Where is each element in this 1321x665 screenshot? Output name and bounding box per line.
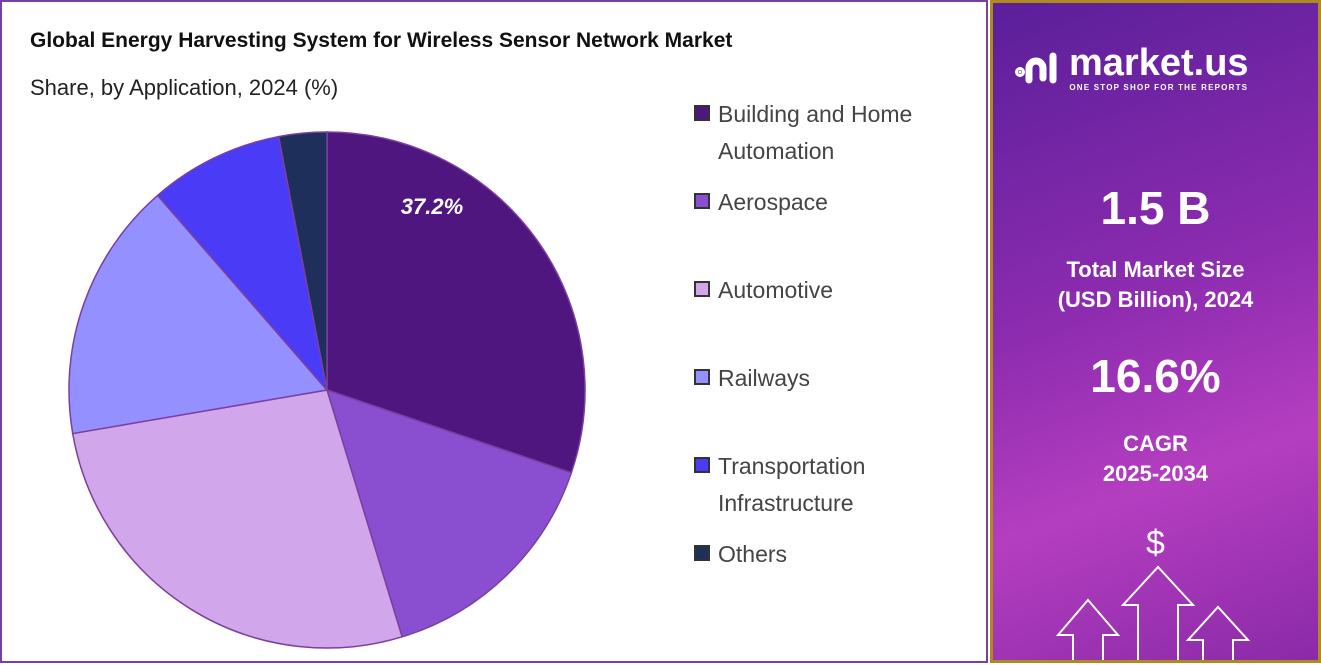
legend-label-line2: Automation	[718, 138, 835, 164]
growth-arrows-icon	[1055, 565, 1251, 660]
cagr-value: 16.6%	[1090, 350, 1221, 402]
legend-swatch	[694, 281, 710, 297]
legend-label: Automotive	[718, 272, 833, 309]
legend-item: Building and Home Automation	[694, 98, 984, 170]
legend-label: Railways	[718, 360, 810, 397]
market-size-value: 1.5 B	[1100, 182, 1211, 234]
market-us-logo: market.us ONE STOP SHOP FOR THE REPORTS	[1015, 43, 1249, 93]
legend-item: Automotive	[694, 274, 984, 309]
legend-label-line1: Building and Home	[718, 101, 913, 127]
summary-panel: market.us ONE STOP SHOP FOR THE REPORTS …	[990, 0, 1321, 663]
brand-tagline: ONE STOP SHOP FOR THE REPORTS	[1069, 83, 1249, 92]
legend-label: Building and Home Automation	[718, 96, 912, 170]
brand-name: market.us	[1069, 42, 1249, 84]
legend-swatch	[694, 369, 710, 385]
legend-item: Transportation Infrastructure	[694, 450, 984, 522]
legend-item: Aerospace	[694, 186, 984, 221]
legend-label: Others	[718, 536, 787, 573]
legend-swatch	[694, 105, 710, 121]
logo-icon	[1015, 52, 1057, 84]
legend-label: Transportation Infrastructure	[718, 448, 865, 522]
legend-label: Aerospace	[718, 184, 828, 221]
legend-label-line1: Railways	[718, 365, 811, 391]
data-label: 37.2%	[401, 194, 463, 219]
legend-label-line1: Others	[718, 541, 788, 567]
pie-chart: 37.2%	[68, 131, 586, 649]
chart-subtitle: Share, by Application, 2024 (%)	[30, 75, 339, 100]
pie-slice-5	[277, 131, 328, 391]
legend-swatch	[694, 457, 710, 473]
legend-label-line1: Automotive	[718, 277, 834, 303]
chart-panel: Global Energy Harvesting System for Wire…	[0, 0, 988, 663]
dollar-icon: $	[1146, 524, 1165, 562]
market-size-label-2: (USD Billion), 2024	[1057, 287, 1254, 312]
pie-slice-1	[325, 388, 573, 638]
market-size-label-1: Total Market Size	[1066, 257, 1245, 282]
legend-swatch	[694, 545, 710, 561]
cagr-label-2: 2025-2034	[1102, 461, 1209, 486]
legend-swatch	[694, 193, 710, 209]
legend-label-line1: Aerospace	[718, 189, 828, 215]
legend-item: Railways	[694, 362, 984, 397]
pie-slice-0	[326, 131, 586, 474]
legend-item: Others	[694, 538, 984, 573]
cagr-label-1: CAGR	[1123, 431, 1188, 456]
pie-slice-3	[68, 194, 329, 435]
pie-slice-2	[71, 389, 404, 649]
legend-label-line1: Transportation	[718, 453, 866, 479]
chart-title: Global Energy Harvesting System for Wire…	[30, 29, 733, 52]
legend-label-line2: Infrastructure	[718, 490, 854, 516]
pie-slice-4	[156, 135, 329, 393]
